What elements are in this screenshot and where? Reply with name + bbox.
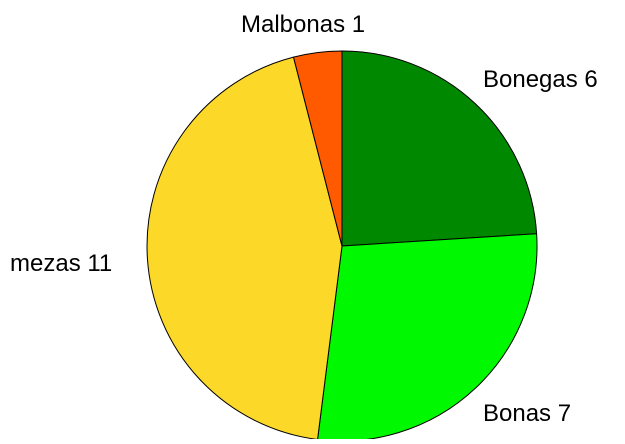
pie-slices xyxy=(146,50,538,442)
pie-slice-mezas xyxy=(146,56,343,440)
slice-label-bonas: Bonas 7 xyxy=(483,400,571,427)
slice-label-mezas: mezas 11 xyxy=(10,250,112,277)
slice-label-malbonas: Malbonas 1 xyxy=(241,11,365,38)
slice-label-bonegas: Bonegas 6 xyxy=(483,66,598,93)
pie-labels: Bonegas 6 Bonas 7 mezas 11 Malbonas 1 xyxy=(10,11,598,427)
pie-slice-malbonas xyxy=(293,50,343,247)
pie-slice-bonegas xyxy=(341,50,538,247)
